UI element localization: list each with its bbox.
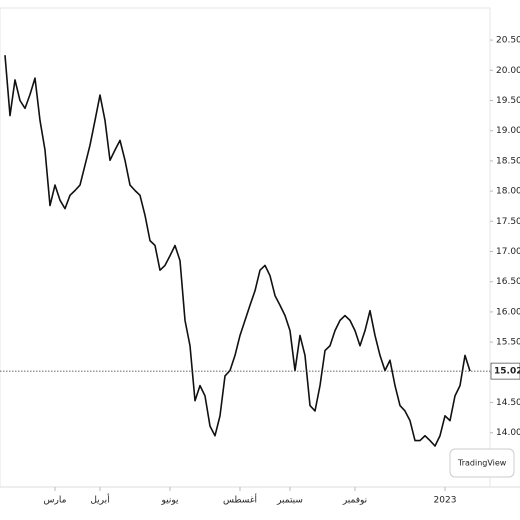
x-tick-label: أغسطس (223, 494, 257, 506)
logo-text: TradingView (457, 459, 507, 468)
y-tick-label: 19.00 (496, 126, 520, 136)
y-tick-label: 19.50 (496, 96, 520, 106)
plot-frame (0, 7, 491, 488)
y-tick-label: 14.00 (496, 428, 520, 438)
logo-box (449, 448, 515, 478)
y-tick-label: 17.00 (496, 247, 520, 257)
x-tick-label: أبريل (90, 494, 109, 506)
price-line (4, 55, 471, 447)
last-price-label: 15.02 (494, 367, 520, 377)
y-tick-label: 20.00 (496, 66, 520, 76)
y-tick-label: 14.50 (496, 398, 520, 408)
x-tick-label: مارس (44, 496, 67, 506)
y-tick-label: 18.00 (496, 187, 520, 197)
x-tick-label: نوفمبر (342, 496, 367, 506)
y-tick-label: 16.50 (496, 277, 520, 287)
x-tick-label: 2023 (434, 496, 457, 506)
y-tick-label: 16.00 (496, 307, 520, 317)
y-tick-label: 15.50 (496, 338, 520, 348)
x-tick-label: يونيو (160, 496, 179, 506)
logo: TradingView (449, 448, 515, 478)
x-tick-label: سبتمبر (276, 496, 303, 506)
y-tick-label: 18.50 (496, 156, 520, 166)
y-tick-label: 17.50 (496, 217, 520, 227)
y-tick-label: 20.50 (496, 36, 520, 46)
last-price-box (490, 362, 520, 380)
